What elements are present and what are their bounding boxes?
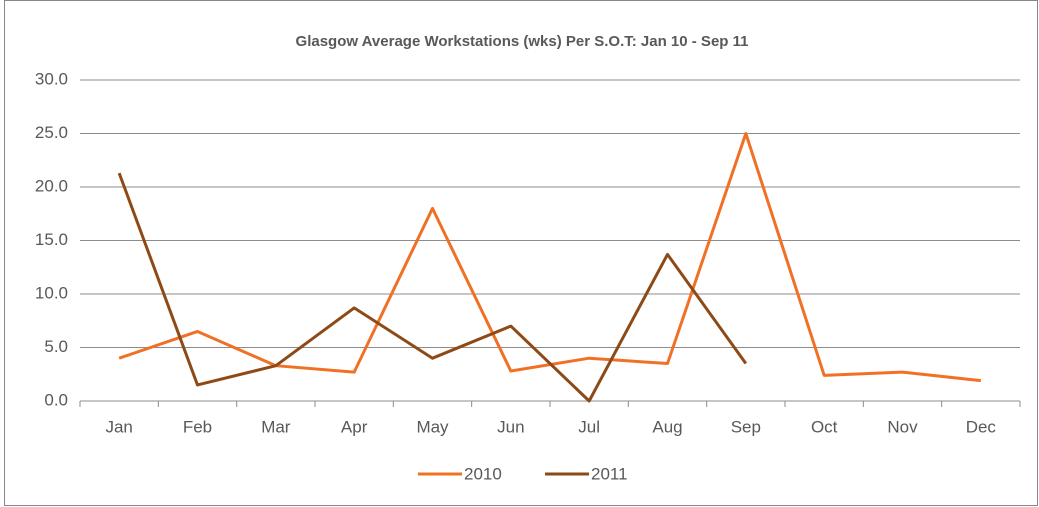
x-tick-label: Sep xyxy=(731,417,761,436)
x-tick-label: Jun xyxy=(497,417,524,436)
legend-label: 2011 xyxy=(591,464,628,483)
chart-frame xyxy=(4,0,1038,506)
y-tick-label: 20.0 xyxy=(35,176,68,195)
y-tick-label: 15.0 xyxy=(35,230,68,249)
x-tick-label: Feb xyxy=(183,417,212,436)
x-tick-label: Nov xyxy=(887,417,918,436)
y-tick-label: 25.0 xyxy=(35,123,68,142)
x-tick-label: Mar xyxy=(261,417,291,436)
y-tick-label: 10.0 xyxy=(35,283,68,302)
x-tick-label: May xyxy=(416,417,449,436)
chart-title: Glasgow Average Workstations (wks) Per S… xyxy=(296,33,749,50)
series-line xyxy=(117,172,748,403)
legend-label: 2010 xyxy=(464,464,502,483)
y-tick-label: 30.0 xyxy=(35,69,68,88)
x-tick-label: Jan xyxy=(105,417,132,436)
x-tick-label: Aug xyxy=(652,417,682,436)
x-tick-label: Dec xyxy=(966,417,997,436)
x-tick-label: Apr xyxy=(341,417,368,436)
y-tick-label: 5.0 xyxy=(44,337,68,356)
x-tick-label: Jul xyxy=(578,417,600,436)
x-tick-label: Oct xyxy=(811,417,838,436)
y-tick-label: 0.0 xyxy=(44,390,68,409)
